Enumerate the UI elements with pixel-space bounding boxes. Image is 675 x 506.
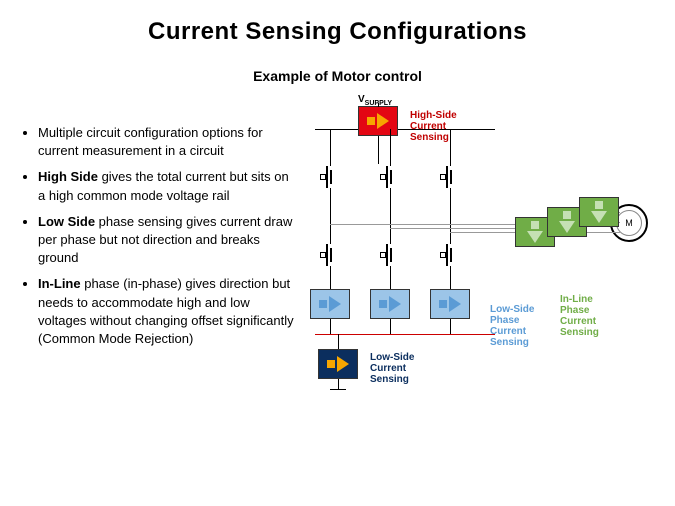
wire (330, 224, 515, 225)
high-side-label: High-Side Current Sensing (410, 110, 470, 143)
wire (378, 103, 379, 107)
page-subtitle: Example of Motor control (0, 68, 675, 84)
bullet-item: Multiple circuit configuration options f… (38, 124, 295, 160)
wire (390, 188, 391, 244)
mosfet-icon (320, 244, 342, 266)
wire (619, 212, 620, 213)
low-side-phase-label: Low-Side Phase Current Sensing (490, 304, 545, 348)
wire (378, 136, 379, 164)
low-side-phase-sense-block (430, 289, 470, 319)
wire (330, 389, 346, 390)
inline-phase-sense-block (579, 197, 619, 227)
circuit-diagram: VSUPPLY M High-Side Current SensingLow-S… (300, 94, 670, 454)
wire (450, 266, 451, 289)
mosfet-icon (380, 166, 402, 188)
inline-label: In-Line Phase Current Sensing (560, 294, 615, 338)
wire (338, 379, 339, 389)
bullet-item: In-Line phase (in-phase) gives direction… (38, 275, 295, 348)
mosfet-icon (320, 166, 342, 188)
wire (330, 266, 331, 289)
wire (330, 129, 331, 166)
wire (390, 319, 391, 334)
bullet-item: Low Side phase sensing gives current dra… (38, 213, 295, 268)
wire (390, 266, 391, 289)
mosfet-icon (380, 244, 402, 266)
low-side-sense-block (318, 349, 358, 379)
low-side-label: Low-Side Current Sensing (370, 352, 430, 385)
wire (330, 319, 331, 334)
wire (450, 319, 451, 334)
wire (315, 334, 495, 335)
wire (390, 129, 391, 166)
bullet-list: Multiple circuit configuration options f… (0, 94, 295, 454)
wire (330, 188, 331, 244)
low-side-phase-sense-block (370, 289, 410, 319)
mosfet-icon (440, 244, 462, 266)
wire (450, 188, 451, 244)
page-title: Current Sensing Configurations (0, 0, 675, 46)
mosfet-icon (440, 166, 462, 188)
bullet-item: High Side gives the total current but si… (38, 168, 295, 204)
wire (338, 334, 339, 349)
low-side-phase-sense-block (310, 289, 350, 319)
high-side-sense-block (358, 106, 398, 136)
